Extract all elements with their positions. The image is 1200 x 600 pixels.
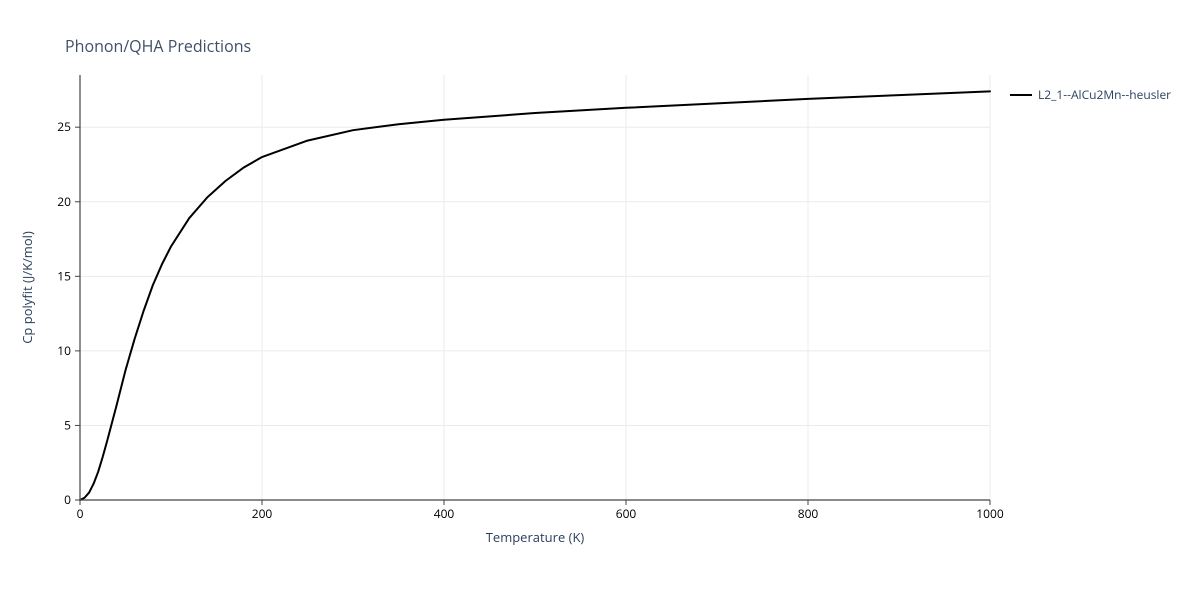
y-tick-label: 0 bbox=[64, 491, 71, 508]
y-tick-label: 25 bbox=[57, 118, 71, 135]
series-line[interactable] bbox=[80, 91, 990, 500]
chart-plot: 0 200 400 600 800 1000 0 5 10 15 20 25 Temperature (… bbox=[0, 0, 1200, 600]
x-tick-label: 200 bbox=[252, 505, 273, 522]
y-tick-label: 15 bbox=[57, 267, 71, 284]
x-tick-label: 400 bbox=[434, 505, 455, 522]
chart-container: { "chart": { "type": "line", "title": "P… bbox=[0, 0, 1200, 600]
x-tick-label: 1000 bbox=[976, 505, 1004, 522]
legend-label[interactable]: L2_1--AlCu2Mn--heusler bbox=[1038, 86, 1171, 103]
x-axis-label: Temperature (K) bbox=[486, 528, 585, 546]
y-axis-label: Cp polyfit (J/K/mol) bbox=[18, 231, 36, 344]
y-tick-label: 20 bbox=[57, 193, 71, 210]
x-tick-label: 0 bbox=[77, 505, 84, 522]
x-tick-label: 800 bbox=[798, 505, 819, 522]
x-tick-label: 600 bbox=[616, 505, 637, 522]
y-tick-label: 10 bbox=[57, 342, 71, 359]
y-tick-label: 5 bbox=[64, 416, 71, 433]
